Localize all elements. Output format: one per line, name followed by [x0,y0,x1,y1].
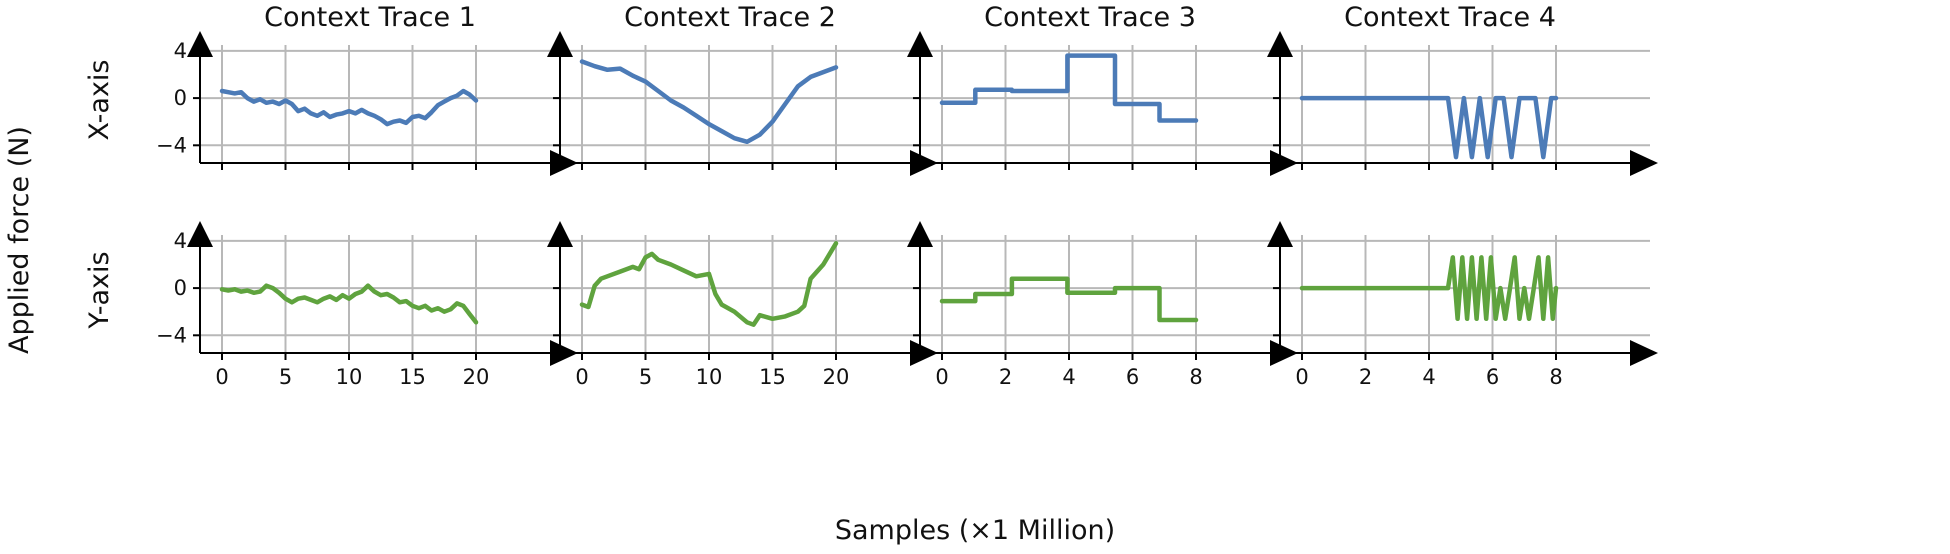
y-tick-label: 0 [174,86,187,110]
x-tick-label: 2 [999,365,1012,389]
x-tick-label: 15 [759,365,786,389]
x-tick-label: 2 [1359,365,1372,389]
y-axis-arrow [907,31,933,57]
panel-title: Context Trace 2 [624,2,836,33]
y-tick-label: −4 [156,323,187,347]
x-axis-arrow [1630,340,1658,366]
panel-8: 0 2 4 6 8 [1267,221,1658,389]
panel-5: −4 0 4 0 5 10 15 20 [156,221,578,389]
panel-2: Context Trace 2 [547,2,938,176]
panel-title: Context Trace 3 [984,2,1196,33]
panel-title: Context Trace 1 [264,2,476,33]
y-tick-label: 0 [174,276,187,300]
y-axis-arrow [1267,31,1293,57]
x-tick-label: 4 [1422,365,1435,389]
series-line [579,241,839,327]
x-tick-label: 6 [1126,365,1139,389]
y-axis-arrow [1267,221,1293,247]
panel-1: Context Trace 1 −4 0 4 [156,2,578,176]
y-axis-arrow [547,31,573,57]
panel-3: Context Trace 3 [907,2,1298,176]
panel-7: 0 2 4 6 8 [907,221,1298,389]
x-tick-label: 20 [463,365,490,389]
y-axis-arrow [187,31,213,57]
y-tick-label: 4 [174,39,187,63]
x-tick-label: 0 [215,365,228,389]
x-tick-label: 0 [1295,365,1308,389]
series-line [939,276,1199,323]
figure-ylabel: Applied force (N) [4,126,35,354]
panel-title: Context Trace 4 [1344,2,1556,33]
x-tick-label: 20 [823,365,850,389]
series-line [579,59,839,145]
y-axis-arrow [187,221,213,247]
series-line [1299,255,1559,322]
y-axis-arrow [907,221,933,247]
row-label-x-axis: X-axis [84,60,115,141]
x-tick-label: 10 [336,365,363,389]
x-tick-label: 0 [935,365,948,389]
x-tick-label: 15 [399,365,426,389]
panels-group: Context Trace 1 −4 0 4 Context Trace 2 Contex… [156,2,1658,389]
y-tick-label: 4 [174,229,187,253]
x-tick-label: 5 [639,365,652,389]
series-line [219,283,479,325]
y-tick-label: −4 [156,133,187,157]
x-tick-label: 0 [575,365,588,389]
row-label-y-axis: Y-axis [84,251,115,329]
panel-6: 0 5 10 15 20 [547,221,938,389]
x-tick-label: 5 [279,365,292,389]
x-tick-label: 8 [1549,365,1562,389]
x-tick-label: 8 [1189,365,1202,389]
y-axis-arrow [547,221,573,247]
series-line [939,53,1199,123]
x-tick-label: 10 [696,365,723,389]
figure-xlabel: Samples (×1 Million) [835,515,1115,546]
x-axis-arrow [1630,150,1658,176]
series-line [1299,95,1559,160]
x-tick-label: 4 [1062,365,1075,389]
series-line [219,88,479,127]
panel-4: Context Trace 4 [1267,2,1658,176]
x-tick-label: 6 [1486,365,1499,389]
